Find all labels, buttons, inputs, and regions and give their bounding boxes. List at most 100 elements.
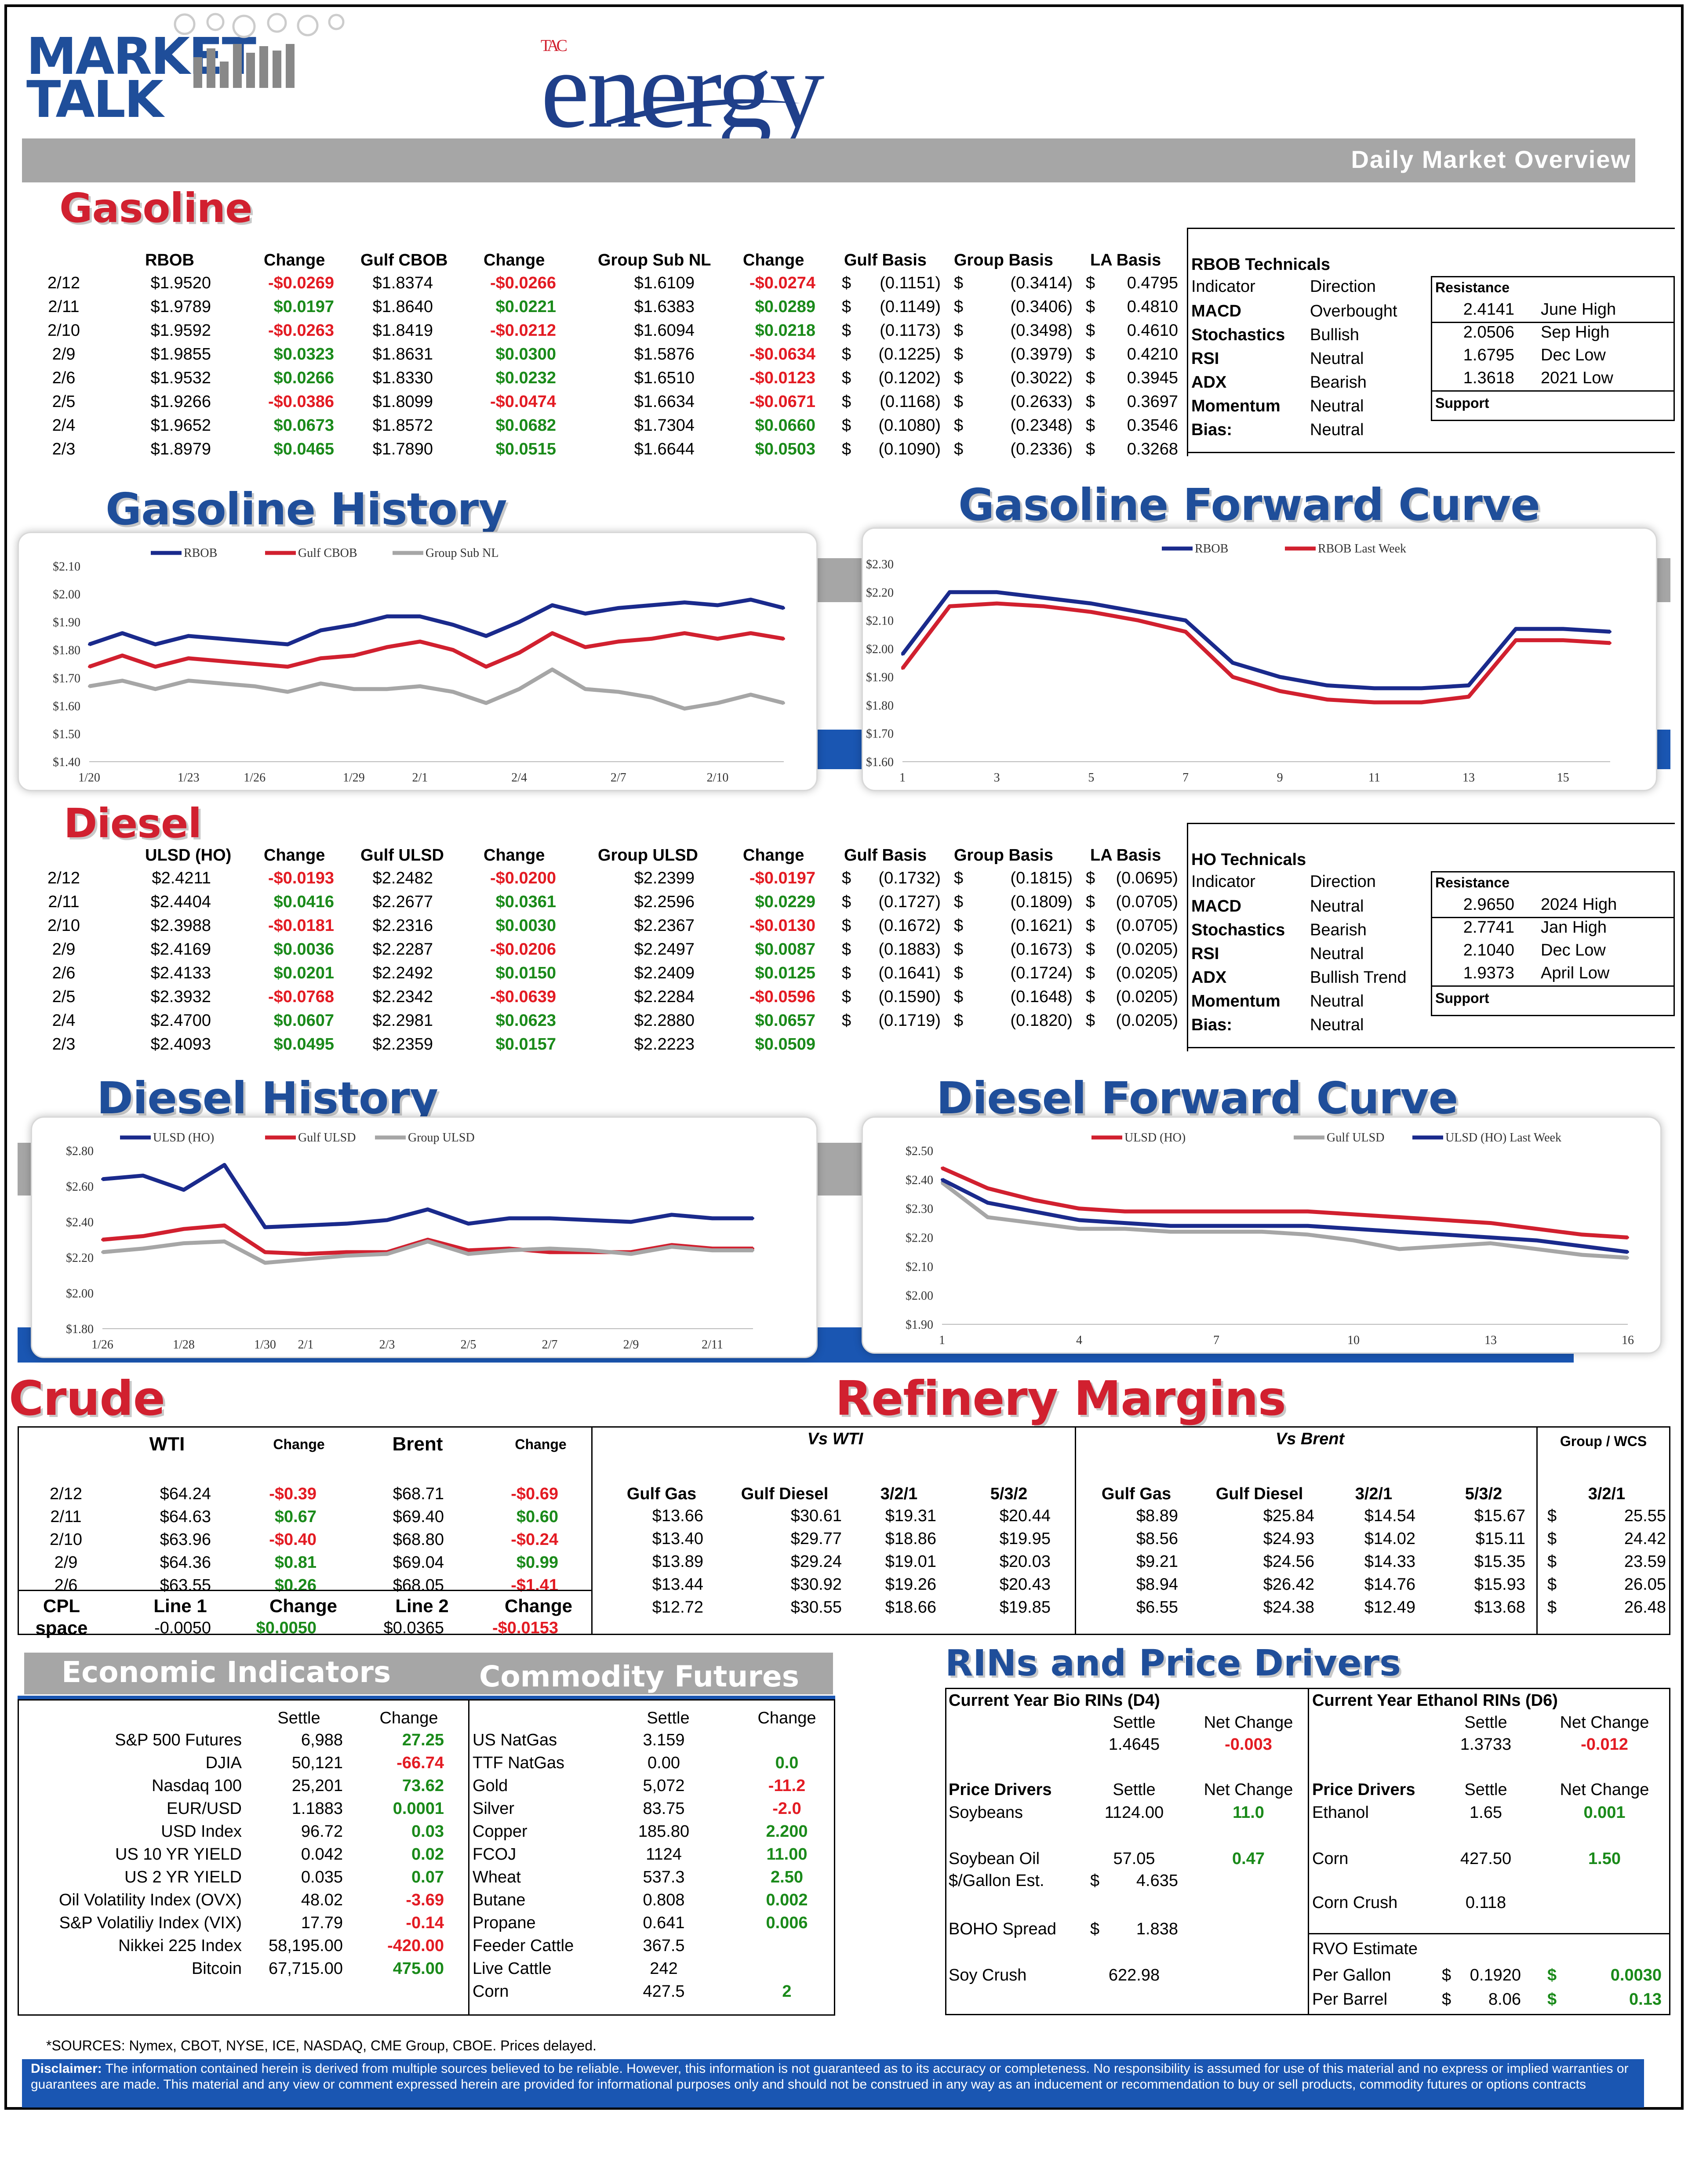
x-tick-label: 16: [1622, 1334, 1634, 1347]
data-point: [948, 605, 951, 608]
cell: $2.3932: [150, 988, 211, 1006]
legend-label: RBOB: [184, 546, 217, 560]
data-point: [1326, 684, 1328, 687]
legend-label: Group ULSD: [408, 1131, 475, 1145]
cell: $0.0221: [495, 298, 556, 316]
data-point: [1609, 642, 1612, 644]
data-point: [352, 623, 355, 626]
dollar: $: [954, 916, 964, 935]
cell: $68.80: [393, 1530, 444, 1549]
rvo-label: Per Gallon: [1312, 1966, 1391, 1984]
series-line-0: [941, 1166, 1628, 1239]
data-point: [101, 1250, 104, 1254]
rule: [1308, 1933, 1670, 1934]
cell: $0.0515: [495, 440, 556, 458]
commod-change: 0.006: [766, 1914, 808, 1932]
legend-label: Group Sub NL: [426, 546, 498, 560]
tech-indicator: Momentum: [1191, 992, 1281, 1010]
group-basis: (0.1809): [1010, 893, 1073, 911]
col-header: Change: [484, 846, 545, 865]
data-point: [752, 1249, 754, 1252]
tech-direction: Bearish: [1310, 373, 1367, 392]
cpl-header: Change: [504, 1595, 572, 1616]
group-basis: (0.1724): [1010, 964, 1073, 982]
group-basis: (0.1621): [1010, 916, 1073, 935]
rule: [1187, 228, 1188, 456]
cell: $1.6383: [634, 298, 695, 316]
dollar: $: [842, 1011, 851, 1030]
tech-indicator: RSI: [1191, 945, 1219, 963]
cell: $0.0266: [273, 369, 334, 387]
econ-change: -0.14: [406, 1914, 444, 1932]
data-point: [941, 1178, 943, 1181]
la-basis: (0.0205): [1116, 940, 1178, 959]
tech-indicator: Bias:: [1191, 421, 1232, 439]
data-point: [1215, 1210, 1218, 1213]
level-value: 1.3618: [1463, 369, 1514, 387]
data-point: [1420, 701, 1423, 704]
cell: $2.3988: [150, 916, 211, 935]
data-point: [1169, 1230, 1172, 1233]
corncrush-value: 0.118: [1465, 1893, 1506, 1912]
y-tick-label: $1.90: [866, 671, 894, 684]
cell: $12.72: [652, 1598, 703, 1617]
tech-indicator: Stochastics: [1191, 326, 1285, 344]
cpl-label: CPL: [43, 1595, 80, 1616]
econ-label: S&P Volatiliy Index (VIX): [59, 1914, 242, 1932]
commod-label: Wheat: [473, 1868, 521, 1886]
gasoline-history-title: Gasoline History: [106, 483, 507, 535]
cell: $1.9520: [150, 274, 211, 292]
rvo-change: 0.0030: [1610, 1966, 1662, 1984]
rvo-settle: 8.06: [1488, 1990, 1521, 2009]
cpl-value: -$0.0153: [492, 1619, 558, 1637]
y-tick-label: $1.60: [866, 756, 894, 769]
ethanol-net: 0.001: [1583, 1803, 1626, 1822]
commod-settle: 0.641: [643, 1914, 685, 1932]
data-point: [508, 1217, 510, 1220]
x-tick-label: 3: [994, 771, 1000, 785]
data-point: [101, 1177, 104, 1181]
commod-settle: 83.75: [643, 1799, 685, 1818]
cell: $0.0673: [273, 416, 334, 435]
data-point: [508, 1249, 510, 1252]
series-line-2: [89, 667, 785, 711]
cell: $2.2223: [634, 1035, 695, 1054]
data-point: [1581, 1233, 1583, 1236]
cell: $0.0657: [755, 1011, 815, 1030]
cell: $13.89: [652, 1552, 703, 1571]
data-point: [286, 643, 289, 646]
data-point: [345, 1222, 348, 1225]
rvo-change: 0.13: [1629, 1990, 1662, 2009]
y-tick-label: $2.40: [66, 1216, 94, 1229]
econ-settle: 0.035: [301, 1868, 343, 1886]
cell: -$0.0200: [490, 869, 556, 887]
col-header: Gulf Basis: [844, 846, 927, 865]
x-tick-label: 2/1: [412, 771, 428, 785]
cell: $2.2367: [634, 916, 695, 935]
dollar: $: [954, 416, 964, 435]
commod-settle: 427.5: [643, 1982, 685, 2001]
rule: [18, 1590, 591, 1591]
econ-title: Economic Indicators: [62, 1655, 391, 1689]
cell: $30.92: [790, 1575, 842, 1594]
la-basis: (0.0695): [1116, 869, 1178, 887]
data-point: [1373, 687, 1376, 690]
margin-header: 3/2/1: [1355, 1485, 1393, 1503]
col-header: Change: [264, 846, 325, 865]
data-point: [1278, 690, 1281, 693]
row-date: 2/9: [54, 1553, 78, 1572]
data-point: [1124, 1221, 1126, 1225]
econ-change: 0.07: [411, 1868, 444, 1886]
group-basis: (0.3022): [1010, 369, 1073, 387]
econ-label: US 10 YR YIELD: [115, 1845, 242, 1864]
y-tick-label: $2.00: [66, 1287, 94, 1301]
data-point: [650, 637, 653, 640]
group-basis: (0.3498): [1010, 321, 1073, 340]
cell: $1.8374: [372, 274, 433, 292]
cell: $0.0416: [273, 893, 334, 911]
data-point: [650, 604, 653, 607]
cell: $13.44: [652, 1575, 703, 1594]
legend-label: Gulf CBOB: [298, 546, 357, 560]
tech-direction: Bearish: [1310, 921, 1367, 939]
dollar: $: [842, 869, 851, 887]
